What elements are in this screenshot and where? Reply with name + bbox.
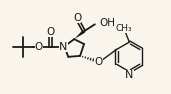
Text: CH₃: CH₃ [115,24,132,33]
Text: N: N [59,42,68,52]
Text: OH: OH [100,18,116,28]
Text: O: O [35,42,43,52]
Text: O: O [73,13,81,23]
Text: O: O [46,27,55,37]
Text: N: N [125,70,134,80]
Polygon shape [74,30,85,39]
Text: O: O [95,57,103,67]
